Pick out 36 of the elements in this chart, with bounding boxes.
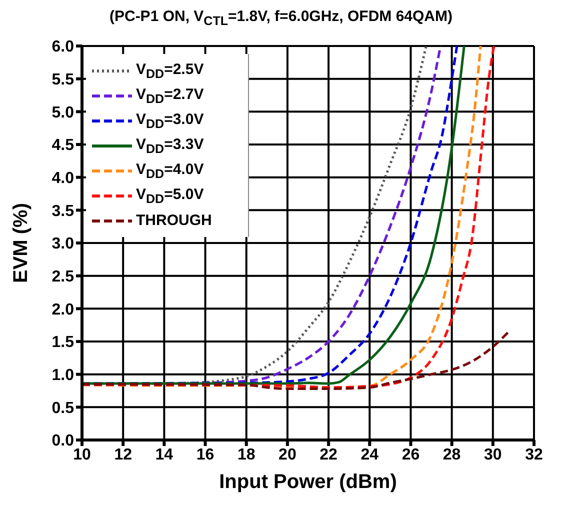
x-tick-label: 20 — [278, 446, 296, 464]
y-tick-label: 5.5 — [52, 72, 74, 89]
y-tick-label: 6.0 — [52, 38, 74, 56]
legend-label: THROUGH — [136, 212, 212, 229]
x-axis-title: Input Power (dBm) — [219, 471, 397, 493]
x-tick-label: 28 — [442, 446, 461, 464]
y-axis-title: EVM (%) — [10, 203, 32, 283]
chart-subtitle: (PC-P1 ON, V$_{CTL}$=1.8V, f=6.0GHz, OFDM 64QAM) — [109, 8, 453, 28]
x-tick-label: 30 — [484, 446, 502, 464]
legend-label: V$_{DD}$=2.5V — [136, 60, 204, 80]
y-tick-label: 1.0 — [52, 367, 74, 384]
y-tick-label: 3.5 — [52, 202, 74, 220]
x-tick-label: 32 — [525, 446, 543, 464]
y-tick-label: 2.0 — [52, 301, 74, 318]
legend-label: V$_{DD}$=3.3V — [136, 136, 204, 156]
line-series — [82, 330, 511, 390]
x-tick-label: 18 — [237, 446, 256, 464]
y-tick-label: 3.0 — [52, 236, 74, 253]
x-tick-label: 12 — [114, 446, 132, 464]
legend-label: V$_{DD}$=3.0V — [136, 110, 204, 130]
legend-label: V$_{DD}$=4.0V — [136, 160, 204, 180]
x-tick-label: 26 — [402, 446, 420, 464]
y-tick-label: 1.5 — [52, 334, 74, 352]
y-tick-label: 2.5 — [52, 268, 74, 286]
y-tick-label: 0.0 — [52, 432, 74, 450]
legend-label: V$_{DD}$=5.0V — [136, 186, 204, 206]
x-tick-label: 22 — [320, 446, 338, 464]
legend-label: V$_{DD}$=2.7V — [136, 86, 204, 106]
y-tick-label: 4.0 — [52, 170, 74, 188]
y-tick-label: 0.5 — [52, 400, 74, 417]
y-tick-label: 4.5 — [52, 137, 74, 154]
y-tick-label: 5.0 — [52, 104, 74, 122]
x-tick-label: 24 — [360, 446, 379, 464]
x-tick-label: 14 — [155, 446, 174, 464]
x-tick-label: 10 — [73, 446, 91, 464]
x-tick-label: 16 — [196, 446, 214, 464]
